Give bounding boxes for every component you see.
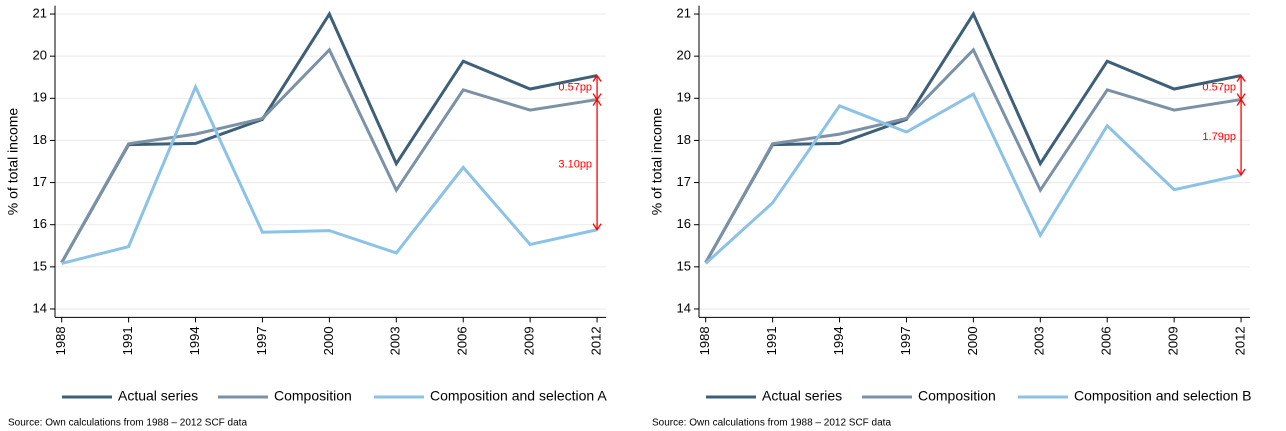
arrow-head [1236, 98, 1246, 106]
x-tick-label: 2003 [1032, 326, 1047, 355]
x-tick-label: 2012 [589, 326, 604, 355]
y-tick-label: 15 [33, 258, 47, 273]
x-tick-label: 1991 [120, 326, 135, 355]
x-tick-label: 1991 [764, 326, 779, 355]
series-line [60, 47, 598, 264]
arrow-head [592, 98, 602, 106]
y-tick-label: 18 [33, 132, 47, 147]
series-line [61, 83, 598, 265]
y-tick-label: 16 [677, 216, 691, 231]
x-tick-label: 2006 [1099, 326, 1114, 355]
arrow-head [592, 223, 602, 231]
legend-label: Actual series [762, 388, 842, 404]
x-tick-label: 2000 [965, 326, 980, 355]
y-tick-label: 20 [33, 48, 47, 63]
legend-label: Composition and selection B [1074, 388, 1251, 404]
source-note: Source: Own calculations from 1988 – 201… [652, 418, 891, 429]
y-tick-label: 14 [33, 300, 47, 315]
y-tick-label: 16 [33, 216, 47, 231]
annotation-label: 1.79pp [1202, 131, 1236, 143]
arrow-head [592, 74, 602, 82]
x-tick-label: 2006 [455, 326, 470, 355]
x-tick-label: 2009 [522, 326, 537, 355]
x-tick-label: 1997 [898, 326, 913, 355]
x-tick-label: 1994 [831, 326, 846, 355]
legend-label: Actual series [118, 388, 198, 404]
y-axis-label: % of total income [5, 108, 21, 216]
series-line [704, 91, 1242, 265]
series-line [704, 10, 1242, 264]
y-tick-label: 19 [677, 90, 691, 105]
annotation-label: 3.10pp [558, 159, 592, 171]
x-tick-label: 1994 [187, 326, 202, 355]
y-tick-label: 17 [33, 174, 47, 189]
y-tick-label: 21 [33, 5, 47, 20]
legend-label: Composition and selection A [430, 388, 607, 404]
x-tick-label: 1997 [254, 326, 269, 355]
arrow-head [1236, 74, 1246, 82]
x-tick-label: 2009 [1166, 326, 1181, 355]
annotation-label: 0.57pp [558, 81, 592, 93]
x-tick-label: 1988 [53, 326, 68, 355]
series-line [704, 47, 1242, 264]
y-tick-label: 19 [33, 90, 47, 105]
legend-label: Composition [918, 388, 996, 404]
series-line [60, 10, 598, 264]
legend-label: Composition [274, 388, 352, 404]
source-note: Source: Own calculations from 1988 – 201… [8, 418, 247, 429]
y-tick-label: 20 [677, 48, 691, 63]
x-tick-label: 2000 [321, 326, 336, 355]
annotation-label: 0.57pp [1202, 81, 1236, 93]
x-tick-label: 2003 [388, 326, 403, 355]
y-tick-label: 17 [677, 174, 691, 189]
y-tick-label: 18 [677, 132, 691, 147]
y-tick-label: 14 [677, 300, 691, 315]
y-axis-label: % of total income [649, 108, 665, 216]
arrow-head [1236, 168, 1246, 177]
x-tick-label: 1988 [697, 326, 712, 355]
y-tick-label: 21 [677, 5, 691, 20]
y-tick-label: 15 [677, 258, 691, 273]
x-tick-label: 2012 [1233, 326, 1248, 355]
